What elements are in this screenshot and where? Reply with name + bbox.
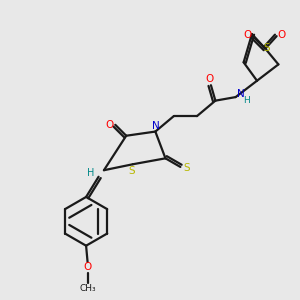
Text: O: O	[83, 262, 92, 272]
Text: H: H	[243, 97, 249, 106]
Text: N: N	[237, 89, 244, 99]
Text: O: O	[106, 120, 114, 130]
Text: S: S	[263, 43, 269, 53]
Text: O: O	[243, 30, 252, 40]
Text: S: S	[183, 163, 190, 172]
Text: CH₃: CH₃	[80, 284, 97, 293]
Text: O: O	[278, 30, 286, 40]
Text: S: S	[128, 166, 135, 176]
Text: O: O	[205, 74, 214, 84]
Text: H: H	[87, 168, 94, 178]
Text: N: N	[152, 121, 160, 131]
